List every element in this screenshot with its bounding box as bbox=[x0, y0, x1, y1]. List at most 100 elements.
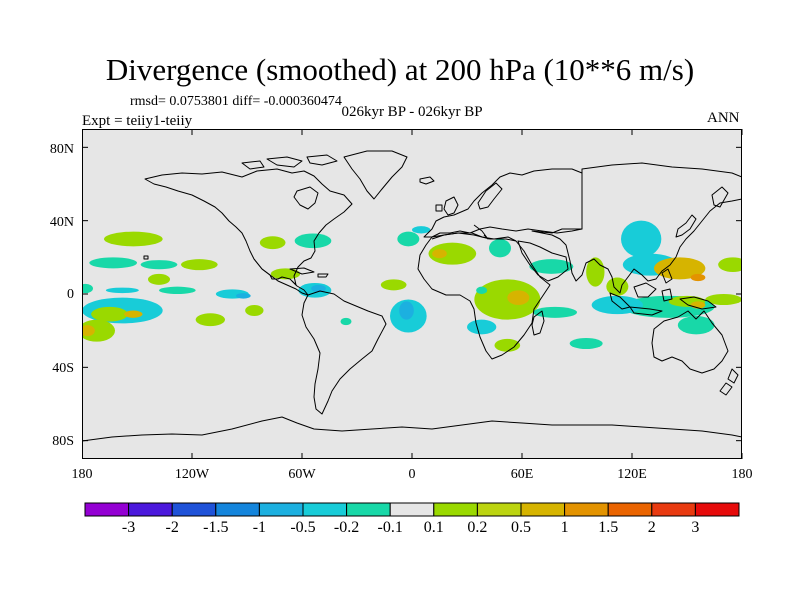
divergence-patch bbox=[476, 286, 488, 294]
divergence-patch bbox=[529, 259, 574, 274]
plot-title: Divergence (smoothed) at 200 hPa (10**6 … bbox=[105, 52, 695, 87]
divergence-patch bbox=[428, 242, 477, 265]
x-tick-label: 60W bbox=[288, 467, 316, 482]
arctic-islands-coast bbox=[241, 154, 338, 170]
colorbar-box bbox=[302, 502, 348, 517]
colorbar-label: 1.5 bbox=[598, 519, 619, 536]
new-guinea-coast bbox=[679, 296, 717, 310]
divergence-patch bbox=[432, 249, 447, 259]
madagascar-coast bbox=[531, 310, 545, 336]
x-tick-label: 180 bbox=[71, 467, 93, 482]
colorbar-box bbox=[607, 502, 653, 517]
australia-coast bbox=[651, 310, 729, 374]
divergence-patch bbox=[82, 319, 115, 342]
axis-ticks bbox=[82, 129, 743, 459]
colorbar-box bbox=[128, 502, 173, 517]
colorbar-label: -1 bbox=[252, 519, 267, 536]
colorbar-box bbox=[651, 502, 696, 517]
colorbar-label: 0.5 bbox=[511, 519, 531, 536]
divergence-patch bbox=[259, 236, 286, 250]
divergence-patch bbox=[569, 338, 603, 349]
colorbar-label: -2 bbox=[165, 519, 179, 536]
colorbar-box bbox=[171, 502, 217, 517]
x-tick-label: 60E bbox=[510, 467, 534, 482]
divergence-patch bbox=[474, 279, 541, 320]
hudson-bay-coast bbox=[293, 186, 319, 210]
colorbar-label: 1 bbox=[560, 519, 569, 536]
divergence-patch bbox=[91, 306, 128, 322]
stats-label: rmsd= 0.0753801 diff= -0.000360474 bbox=[130, 94, 342, 109]
divergence-patch bbox=[245, 305, 264, 316]
divergence-patch bbox=[340, 317, 352, 326]
divergence-patch bbox=[397, 231, 420, 247]
arabia-coast bbox=[517, 240, 569, 282]
divergence-patch bbox=[82, 283, 93, 294]
asia-coast bbox=[531, 162, 742, 294]
south-america-coast bbox=[301, 290, 387, 415]
colorbar-label: -0.5 bbox=[290, 519, 316, 536]
divergence-patch bbox=[270, 268, 301, 280]
divergence-patch bbox=[82, 325, 95, 337]
season-label: ANN bbox=[707, 110, 740, 126]
colorbar-label: 0.1 bbox=[423, 519, 444, 536]
divergence-patch bbox=[124, 310, 143, 318]
divergence-patch bbox=[195, 313, 225, 327]
divergence-patch bbox=[236, 293, 251, 299]
divergence-patch bbox=[705, 294, 742, 305]
africa-coast bbox=[417, 232, 551, 360]
colorbar-label: -0.2 bbox=[333, 519, 360, 536]
divergence-patch bbox=[148, 273, 170, 285]
divergence-patch bbox=[718, 257, 742, 272]
japan-coast bbox=[675, 214, 697, 238]
colorbar-label: -0.1 bbox=[377, 519, 403, 536]
indonesia-coast bbox=[609, 268, 673, 316]
divergence-patch bbox=[489, 239, 511, 258]
scandinavia-coast bbox=[477, 182, 503, 210]
divergence-patch bbox=[412, 226, 431, 234]
central-america-coast bbox=[253, 258, 309, 296]
colorbar-box bbox=[84, 502, 130, 517]
north-america-coast bbox=[144, 168, 353, 286]
divergence-patch bbox=[494, 338, 521, 352]
divergence-patch bbox=[690, 273, 706, 282]
divergence-patch bbox=[654, 257, 706, 280]
divergence-patch bbox=[89, 257, 137, 269]
divergence-patch bbox=[380, 279, 407, 291]
experiment-label: Expt = teiiy1-teiiy bbox=[82, 113, 193, 129]
divergence-patch bbox=[311, 284, 326, 293]
new-zealand-coast bbox=[719, 368, 739, 396]
y-tick-label: 80N bbox=[49, 142, 74, 157]
divergence-patch bbox=[606, 277, 629, 296]
coastlines bbox=[82, 150, 742, 442]
colorbar-box bbox=[520, 502, 566, 517]
colorbar-label: -1.5 bbox=[203, 519, 229, 536]
divergence-patch bbox=[677, 316, 715, 335]
colorbar-box bbox=[433, 502, 478, 517]
colorbar-box bbox=[258, 502, 304, 517]
divergence-patch bbox=[294, 233, 332, 249]
divergence-patch bbox=[181, 259, 218, 271]
iceland-coast bbox=[419, 176, 435, 185]
colorbar-box bbox=[476, 502, 522, 517]
world-map bbox=[82, 129, 743, 459]
colorbar-box bbox=[564, 502, 609, 517]
colorbar-label: -3 bbox=[121, 519, 136, 536]
colorbar-label: 3 bbox=[691, 519, 700, 536]
divergence-field bbox=[82, 220, 742, 352]
y-tick-label: 40S bbox=[52, 361, 74, 376]
y-tick-label: 0 bbox=[67, 287, 74, 302]
divergence-patch bbox=[533, 306, 577, 318]
divergence-patch bbox=[140, 260, 178, 270]
colorbar-box bbox=[694, 502, 740, 517]
divergence-patch bbox=[159, 286, 196, 294]
divergence-patch bbox=[104, 231, 163, 247]
divergence-patch bbox=[467, 319, 497, 335]
colorbar-label: 2 bbox=[647, 519, 656, 536]
hawaii-coast bbox=[143, 255, 149, 260]
divergence-patch bbox=[399, 301, 414, 320]
y-tick-label: 80S bbox=[52, 434, 74, 449]
ocean-background bbox=[82, 129, 742, 459]
colorbar-box bbox=[346, 502, 391, 517]
x-tick-label: 0 bbox=[408, 467, 416, 482]
divergence-patch bbox=[105, 287, 139, 294]
